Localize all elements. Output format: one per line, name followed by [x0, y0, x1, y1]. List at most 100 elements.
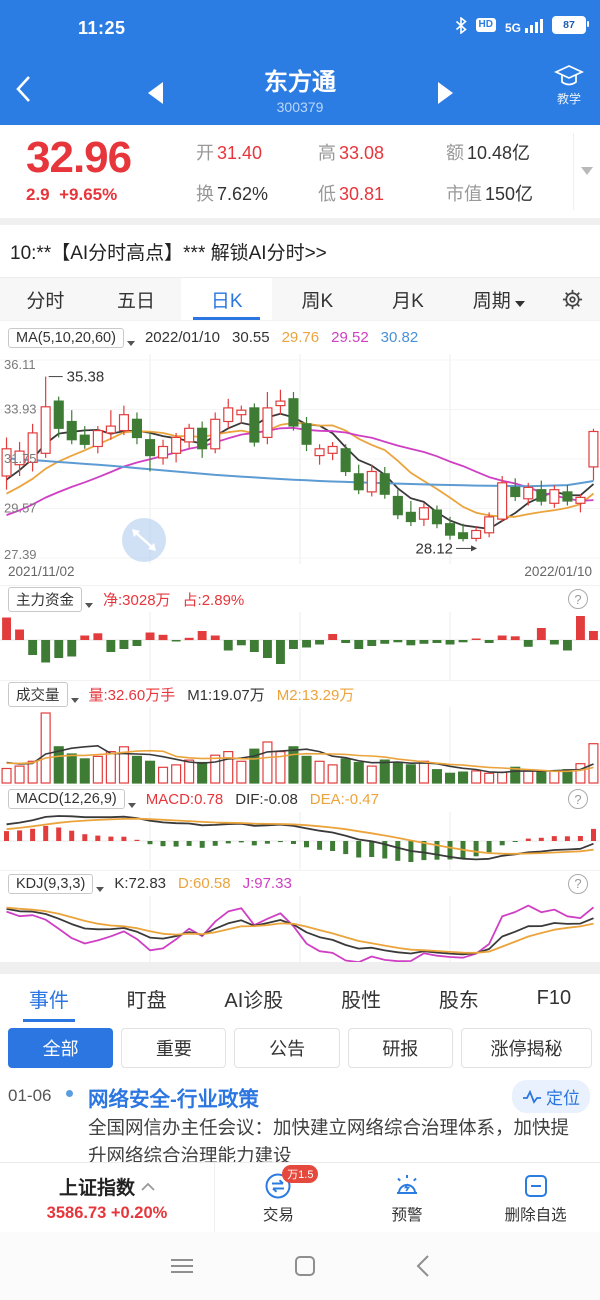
prev-stock-icon[interactable] — [148, 82, 163, 104]
status-bar: 11:25 HD 5G 87 — [0, 0, 600, 58]
capital-indicator-row: 主力资金 净:3028万 占:2.89% ? — [0, 585, 600, 612]
help-icon[interactable]: ? — [568, 589, 588, 609]
clock: 11:25 — [78, 18, 126, 38]
tab-period[interactable]: 周期 — [453, 278, 544, 320]
macd-indicator-row: MACD(12,26,9) MACD:0.78 DIF:-0.08 DEA:-0.4… — [0, 785, 600, 812]
news-ticker[interactable]: 10:**【AI分时高点】*** 解锁AI分时>> — [0, 225, 600, 278]
kdj-indicator-row: KDJ(9,3,3) K:72.83 D:60.58 J:97.33 ? — [0, 870, 600, 896]
tab-events[interactable]: 事件 — [22, 974, 75, 1022]
help-icon[interactable]: ? — [568, 873, 588, 894]
svg-text:31.75: 31.75 — [4, 451, 37, 466]
dif-value: DIF:-0.08 — [235, 790, 298, 808]
alert-button[interactable]: 预警 — [343, 1163, 472, 1233]
candles — [1, 376, 599, 542]
recent-apps-button[interactable] — [169, 1256, 195, 1276]
filter-important[interactable]: 重要 — [121, 1028, 227, 1068]
dropdown-triangle-icon — [127, 802, 136, 808]
tab-weekly-k[interactable]: 周K — [301, 290, 334, 312]
dropdown-triangle-icon — [96, 887, 105, 892]
kdj-label[interactable]: KDJ(9,3,3) — [8, 873, 94, 894]
dropdown-triangle-icon — [70, 697, 79, 703]
tab-ai-diagnose[interactable]: AI诊股 — [224, 989, 284, 1012]
news-date: 01-06 — [8, 1086, 52, 1105]
filter-limit-up[interactable]: 涨停揭秘 — [460, 1028, 592, 1068]
stock-title: 东方通 300379 — [0, 62, 600, 115]
tab-f10[interactable]: F10 — [536, 986, 572, 1009]
bottom-bar: 上证指数 3586.73 +0.20% 万1.5 交易 预警 删除自选 — [0, 1162, 600, 1233]
news-item[interactable]: 01-06 网络安全-行业政策 定位 全国网信办主任会议：加快建立网络综合治理体… — [0, 1074, 600, 1162]
macd-value: MACD:0.78 — [145, 790, 224, 808]
kline-chart[interactable]: 36.11 33.93 31.75 29.57 27.39 35.38 28.12 — [0, 354, 600, 564]
capital-ratio: 占:2.89% — [182, 591, 245, 609]
index-panel[interactable]: 上证指数 3586.73 +0.20% — [0, 1163, 215, 1233]
hd-icon: HD — [475, 18, 496, 32]
x-axis-end: 2022/01/10 — [524, 564, 592, 579]
trade-icon — [265, 1173, 291, 1198]
filter-research[interactable]: 研报 — [347, 1028, 453, 1068]
quote-low: 低 30.81 — [318, 184, 385, 204]
kdj-j: J:97.33 — [242, 875, 292, 892]
macd-chart[interactable] — [0, 812, 600, 870]
news-body: 全国网信办主任会议：加快建立网络综合治理体系，加快提升网络综合治理能力建设 — [88, 1117, 570, 1162]
volume-m2: M2:13.29万 — [276, 686, 355, 704]
tab-minute[interactable]: 分时 — [26, 290, 65, 312]
ma-date: 2022/01/10 — [144, 329, 221, 346]
chart-settings-button[interactable] — [544, 278, 600, 320]
x-axis-start: 2021/11/02 — [8, 564, 75, 579]
stock-name: 东方通 — [264, 69, 336, 96]
tab-shareholders[interactable]: 股东 — [438, 989, 479, 1012]
zoom-handle-icon — [122, 518, 166, 562]
expand-quote-caret[interactable] — [581, 167, 593, 175]
volume-label[interactable]: 成交量 — [8, 681, 68, 707]
filter-announcement[interactable]: 公告 — [234, 1028, 340, 1068]
volume-m1: M1:19.07万 — [187, 686, 265, 704]
tab-5day[interactable]: 五日 — [117, 290, 156, 312]
ma5-value: 30.55 — [232, 329, 270, 346]
index-name: 上证指数 — [58, 1178, 135, 1199]
back-icon[interactable] — [14, 74, 32, 104]
tab-stock-character[interactable]: 股性 — [341, 989, 382, 1012]
quote-open: 开 31.40 — [196, 143, 263, 163]
quote-panel: 32.96 2.9 +9.65% 开 31.40 高 33.08 额 10.48亿 换… — [0, 125, 600, 218]
volume-chart[interactable] — [0, 707, 600, 785]
signal-icon: 5G — [505, 18, 543, 34]
delete-watchlist-button[interactable]: 删除自选 — [471, 1163, 600, 1233]
quote-mktcap: 市值 150亿 — [446, 184, 534, 204]
help-icon[interactable]: ? — [568, 789, 588, 809]
dropdown-triangle-icon — [126, 341, 135, 346]
quote-turnover: 换 7.62% — [196, 184, 269, 204]
android-back-button[interactable] — [415, 1254, 431, 1278]
siren-icon — [397, 1174, 417, 1194]
next-stock-icon[interactable] — [438, 82, 453, 104]
tab-watch[interactable]: 盯盘 — [126, 989, 167, 1012]
gear-icon — [562, 289, 582, 309]
tab-daily-k[interactable]: 日K — [181, 278, 273, 320]
stock-code: 300379 — [276, 99, 324, 115]
price-change: 2.9 +9.65% — [26, 185, 118, 204]
chevron-up-icon — [141, 1182, 155, 1191]
kdj-d: D:60.58 — [178, 875, 231, 892]
ma-label[interactable]: MA(5,10,20,60) — [8, 327, 124, 348]
graduation-cap-icon — [554, 65, 584, 86]
dea-value: DEA:-0.47 — [309, 790, 379, 808]
filter-all[interactable]: 全部 — [8, 1028, 114, 1068]
pulse-icon — [523, 1089, 541, 1104]
home-button[interactable] — [294, 1255, 316, 1277]
x-axis-labels: 2021/11/02 2022/01/10 — [0, 564, 600, 585]
last-price: 32.96 — [26, 133, 132, 182]
trade-button[interactable]: 万1.5 交易 — [214, 1163, 343, 1233]
tab-monthly-k[interactable]: 月K — [392, 290, 424, 312]
capital-flow-chart[interactable] — [0, 612, 600, 680]
news-title[interactable]: 网络安全-行业政策 — [88, 1088, 259, 1111]
capital-label[interactable]: 主力资金 — [8, 586, 82, 612]
unread-dot — [66, 1090, 73, 1097]
kdj-chart[interactable] — [0, 896, 600, 962]
battery-icon: 87 — [552, 16, 589, 34]
svg-text:29.57: 29.57 — [4, 501, 37, 516]
nav-bar: 东方通 300379 教学 — [0, 58, 600, 125]
macd-label[interactable]: MACD(12,26,9) — [8, 789, 125, 809]
ma20-value: 29.52 — [331, 329, 369, 346]
volume-value: 量:32.60万手 — [88, 686, 176, 704]
teach-button[interactable]: 教学 — [554, 64, 584, 107]
locate-button[interactable]: 定位 — [512, 1080, 590, 1113]
